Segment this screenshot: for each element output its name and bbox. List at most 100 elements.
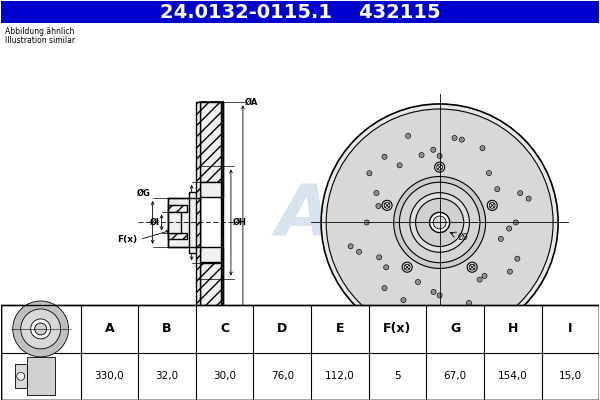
Text: E: E bbox=[335, 322, 344, 336]
Circle shape bbox=[358, 250, 361, 253]
Circle shape bbox=[431, 147, 436, 152]
Text: 112,0: 112,0 bbox=[325, 371, 355, 381]
Circle shape bbox=[482, 273, 487, 278]
Circle shape bbox=[469, 264, 475, 270]
Text: ØG: ØG bbox=[137, 189, 151, 198]
Circle shape bbox=[368, 172, 371, 175]
Text: Ø9: Ø9 bbox=[458, 232, 469, 241]
Circle shape bbox=[462, 310, 465, 313]
Circle shape bbox=[506, 226, 512, 231]
Circle shape bbox=[416, 280, 419, 284]
Bar bbox=[167, 233, 187, 240]
Circle shape bbox=[383, 155, 386, 158]
Text: Illustration similar: Illustration similar bbox=[5, 36, 75, 45]
Circle shape bbox=[516, 257, 519, 260]
Circle shape bbox=[508, 227, 511, 230]
Circle shape bbox=[382, 200, 392, 210]
Circle shape bbox=[452, 136, 457, 140]
Bar bbox=[1, 23, 599, 305]
Circle shape bbox=[378, 256, 380, 259]
Circle shape bbox=[526, 196, 531, 201]
Text: F(x): F(x) bbox=[118, 235, 137, 244]
Circle shape bbox=[466, 300, 472, 306]
Text: 154,0: 154,0 bbox=[498, 371, 527, 381]
Circle shape bbox=[382, 154, 387, 159]
Circle shape bbox=[397, 163, 402, 168]
Circle shape bbox=[383, 265, 389, 270]
Text: Abbildung ähnlich: Abbildung ähnlich bbox=[5, 27, 74, 36]
Circle shape bbox=[481, 147, 484, 150]
Circle shape bbox=[431, 290, 436, 294]
Circle shape bbox=[348, 244, 353, 249]
Bar bbox=[200, 247, 223, 262]
Circle shape bbox=[383, 287, 386, 290]
Circle shape bbox=[394, 176, 485, 268]
Circle shape bbox=[467, 262, 477, 272]
Circle shape bbox=[480, 146, 485, 151]
Circle shape bbox=[487, 171, 491, 176]
Circle shape bbox=[461, 309, 466, 314]
Circle shape bbox=[402, 299, 405, 302]
Circle shape bbox=[433, 216, 446, 229]
Bar bbox=[189, 192, 200, 253]
Text: G: G bbox=[450, 322, 460, 336]
Circle shape bbox=[377, 255, 382, 260]
Circle shape bbox=[17, 372, 25, 380]
Circle shape bbox=[488, 172, 490, 174]
Bar bbox=[200, 263, 223, 342]
Bar bbox=[196, 102, 200, 342]
Circle shape bbox=[508, 270, 511, 273]
Text: C (MTH): C (MTH) bbox=[224, 363, 265, 372]
Circle shape bbox=[514, 221, 517, 224]
Circle shape bbox=[499, 238, 502, 240]
Circle shape bbox=[499, 236, 503, 241]
Text: D: D bbox=[277, 322, 287, 336]
Bar bbox=[167, 198, 200, 247]
Text: 15,0: 15,0 bbox=[559, 371, 582, 381]
Circle shape bbox=[527, 197, 530, 200]
Circle shape bbox=[349, 245, 352, 248]
Text: F(x): F(x) bbox=[383, 322, 412, 336]
Text: ØI: ØI bbox=[149, 218, 160, 227]
Text: 30,0: 30,0 bbox=[213, 371, 236, 381]
Bar bbox=[15, 364, 27, 388]
Bar bbox=[167, 206, 187, 212]
Text: B: B bbox=[162, 322, 172, 336]
Text: B: B bbox=[208, 356, 215, 366]
Text: 32,0: 32,0 bbox=[155, 371, 179, 381]
Text: ØA: ØA bbox=[245, 98, 258, 107]
Circle shape bbox=[31, 319, 50, 339]
Circle shape bbox=[407, 134, 410, 137]
Circle shape bbox=[364, 220, 369, 225]
Bar bbox=[200, 102, 223, 182]
Circle shape bbox=[401, 298, 406, 303]
Circle shape bbox=[508, 269, 512, 274]
Text: 330,0: 330,0 bbox=[95, 371, 124, 381]
Circle shape bbox=[419, 152, 424, 158]
Circle shape bbox=[374, 190, 379, 196]
Circle shape bbox=[437, 153, 442, 158]
Circle shape bbox=[420, 154, 423, 156]
Circle shape bbox=[490, 202, 495, 208]
Text: 24.0132-0115.1    432115: 24.0132-0115.1 432115 bbox=[160, 2, 440, 22]
Circle shape bbox=[326, 109, 553, 336]
Circle shape bbox=[416, 198, 464, 246]
Circle shape bbox=[382, 286, 387, 291]
Text: ØH: ØH bbox=[233, 218, 247, 227]
Circle shape bbox=[377, 205, 380, 208]
Circle shape bbox=[410, 193, 469, 252]
Circle shape bbox=[453, 136, 456, 140]
Circle shape bbox=[432, 148, 435, 151]
Bar bbox=[221, 102, 223, 342]
Text: 5: 5 bbox=[394, 371, 401, 381]
Circle shape bbox=[478, 278, 481, 281]
Text: 76,0: 76,0 bbox=[271, 371, 294, 381]
Bar bbox=[200, 182, 223, 197]
Circle shape bbox=[430, 212, 449, 232]
Circle shape bbox=[487, 200, 497, 210]
Circle shape bbox=[467, 302, 470, 304]
Bar bbox=[167, 212, 181, 233]
Circle shape bbox=[519, 192, 521, 194]
Circle shape bbox=[518, 191, 523, 196]
Circle shape bbox=[400, 182, 480, 263]
